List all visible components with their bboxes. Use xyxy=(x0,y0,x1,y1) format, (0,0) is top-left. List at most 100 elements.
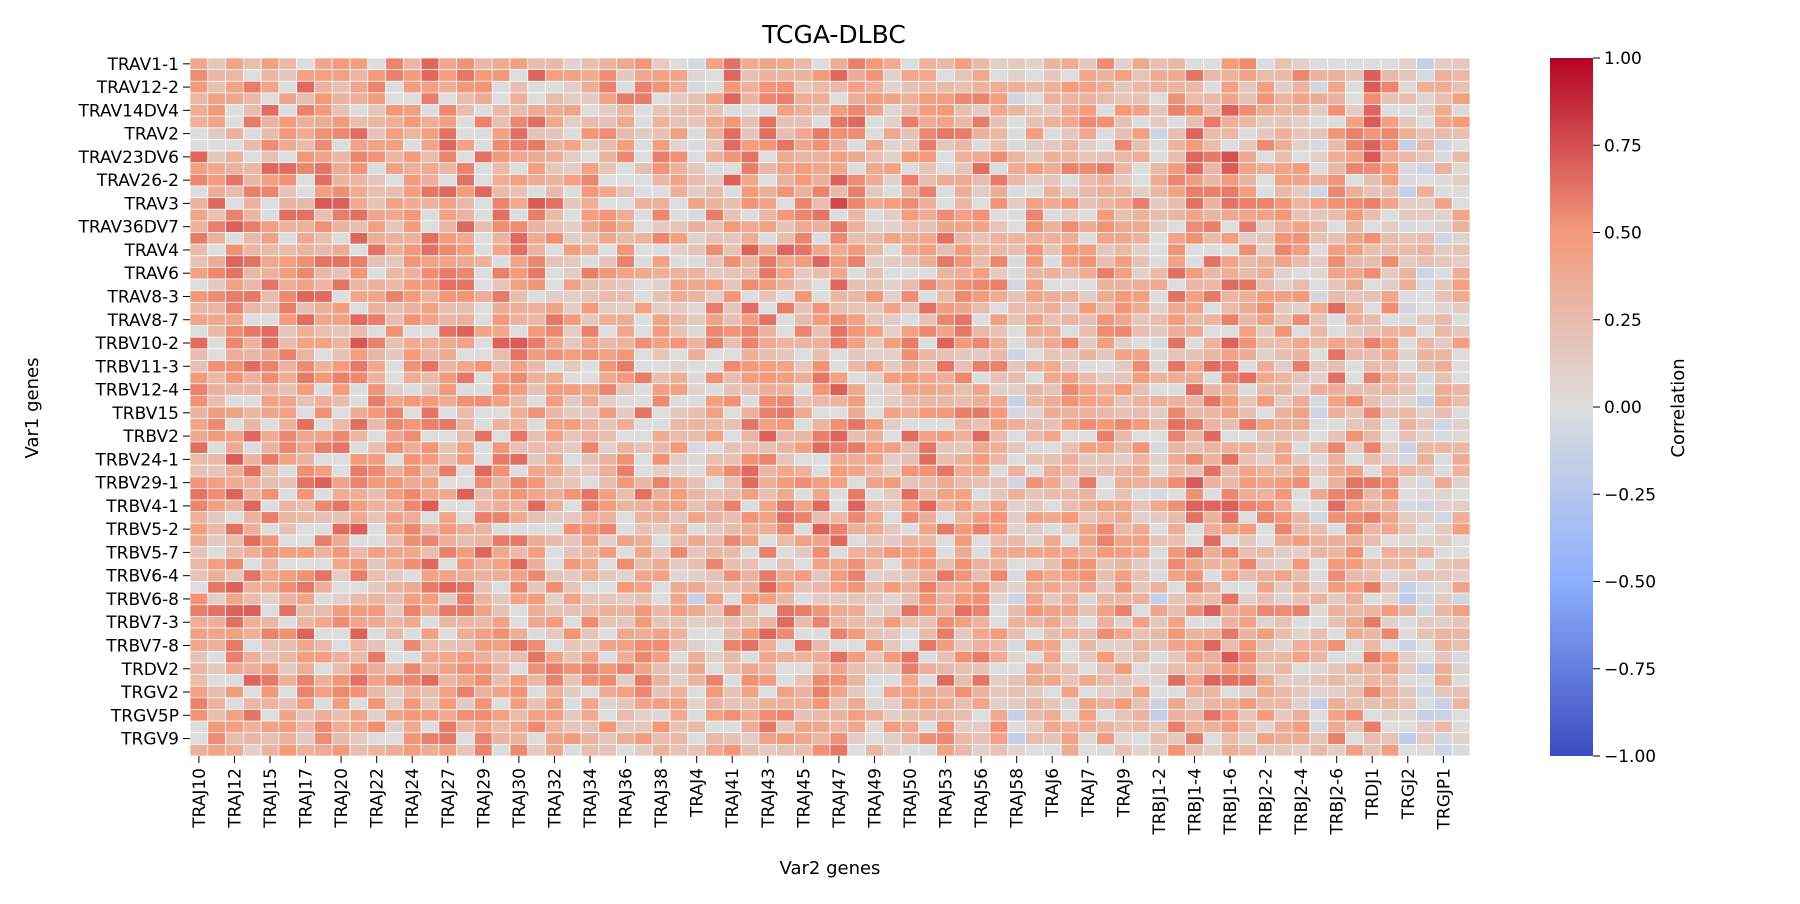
heatmap-cell xyxy=(474,616,493,629)
heatmap-cell xyxy=(1380,197,1400,210)
heatmap-cell xyxy=(509,139,529,152)
heatmap-cell xyxy=(545,325,564,338)
heatmap-cell xyxy=(491,418,511,431)
heatmap-cell xyxy=(989,336,1009,350)
heatmap-cell xyxy=(1220,325,1240,338)
heatmap-cell xyxy=(1096,383,1115,396)
heatmap-cell xyxy=(331,662,351,675)
heatmap-cell xyxy=(402,453,422,466)
heatmap-cell xyxy=(420,616,440,629)
heatmap-cell xyxy=(242,395,262,408)
heatmap-cell xyxy=(402,464,422,478)
heatmap-cell xyxy=(1167,453,1186,466)
heatmap-cell xyxy=(598,406,618,419)
heatmap-cell xyxy=(829,255,849,268)
heatmap-cell xyxy=(1291,313,1311,326)
heatmap-cell xyxy=(1025,127,1044,140)
heatmap-cell xyxy=(509,290,529,303)
heatmap-cell xyxy=(331,185,351,198)
heatmap-cell xyxy=(1167,697,1186,710)
heatmap-cell xyxy=(598,278,618,292)
heatmap-cell xyxy=(1327,336,1346,350)
heatmap-cell xyxy=(1380,232,1400,245)
heatmap-cell xyxy=(634,522,653,536)
heatmap-cell xyxy=(260,278,280,292)
heatmap-cell xyxy=(1416,685,1435,699)
heatmap-cell xyxy=(776,185,795,198)
heatmap-cell xyxy=(865,662,884,675)
heatmap-cell xyxy=(545,267,564,280)
heatmap-cell xyxy=(1274,499,1293,513)
heatmap-cell xyxy=(420,127,440,140)
heatmap-cell xyxy=(740,581,760,594)
heatmap-cell xyxy=(1185,522,1204,536)
heatmap-cell xyxy=(367,534,386,547)
heatmap-cell xyxy=(1042,604,1062,617)
heatmap-cell xyxy=(882,453,902,466)
heatmap-cell xyxy=(527,313,546,326)
x-tick-label: TRAJ6 xyxy=(1043,768,1063,818)
heatmap-cell xyxy=(562,511,582,524)
heatmap-cell xyxy=(651,522,671,536)
heatmap-cell xyxy=(438,476,458,489)
heatmap-cell xyxy=(1149,348,1169,361)
heatmap-cell xyxy=(527,639,546,652)
heatmap-cell xyxy=(811,255,831,268)
heatmap-cell xyxy=(811,499,831,513)
heatmap-cell xyxy=(278,313,298,326)
heatmap-cell xyxy=(1131,592,1151,606)
heatmap-cell xyxy=(794,301,813,315)
heatmap-cell xyxy=(278,115,298,129)
heatmap-cell xyxy=(954,69,973,82)
heatmap-cell xyxy=(420,57,440,70)
heatmap-cell xyxy=(367,57,386,70)
heatmap-cell xyxy=(314,69,333,82)
heatmap-cell xyxy=(1096,395,1115,408)
heatmap-cell xyxy=(740,115,760,129)
heatmap-cell xyxy=(1380,639,1400,652)
heatmap-cell xyxy=(722,476,742,489)
heatmap-cell xyxy=(189,360,209,373)
heatmap-cell xyxy=(1114,360,1133,373)
heatmap-cell xyxy=(225,592,244,606)
heatmap-cell xyxy=(1451,267,1471,280)
heatmap-cell xyxy=(971,197,991,210)
heatmap-cell xyxy=(260,604,280,617)
heatmap-cell xyxy=(758,441,778,454)
heatmap-cell xyxy=(865,522,884,536)
heatmap-cell xyxy=(1220,278,1240,292)
heatmap-cell xyxy=(1398,313,1418,326)
heatmap-cell xyxy=(242,255,262,268)
heatmap-cell xyxy=(1345,301,1364,315)
heatmap-cell xyxy=(1167,499,1186,513)
heatmap-cell xyxy=(402,511,422,524)
heatmap-cell xyxy=(456,255,475,268)
heatmap-cell xyxy=(1434,173,1453,187)
heatmap-cell xyxy=(705,581,724,594)
heatmap-cell xyxy=(296,80,315,94)
heatmap-cell xyxy=(1096,674,1115,687)
heatmap-cell xyxy=(1238,69,1258,82)
heatmap-cell xyxy=(936,220,955,233)
heatmap-cell xyxy=(1007,267,1026,280)
heatmap-cell xyxy=(385,313,404,326)
heatmap-cell xyxy=(758,453,778,466)
heatmap-cell xyxy=(1434,592,1453,606)
heatmap-cell xyxy=(776,697,795,710)
heatmap-cell xyxy=(580,325,600,338)
heatmap-cell xyxy=(242,604,262,617)
heatmap-cell xyxy=(722,627,742,641)
heatmap-cell xyxy=(296,162,315,175)
heatmap-cell xyxy=(1185,744,1204,757)
heatmap-cell xyxy=(1131,546,1151,559)
heatmap-cell xyxy=(314,569,333,582)
heatmap-cell xyxy=(1309,511,1329,524)
heatmap-cell xyxy=(1114,627,1133,641)
heatmap-cell xyxy=(882,418,902,431)
heatmap-cell xyxy=(598,650,618,664)
heatmap-cell xyxy=(954,429,973,443)
heatmap-cell xyxy=(1238,290,1258,303)
heatmap-cell xyxy=(580,464,600,478)
heatmap-cell xyxy=(722,534,742,547)
heatmap-cell xyxy=(900,208,920,222)
